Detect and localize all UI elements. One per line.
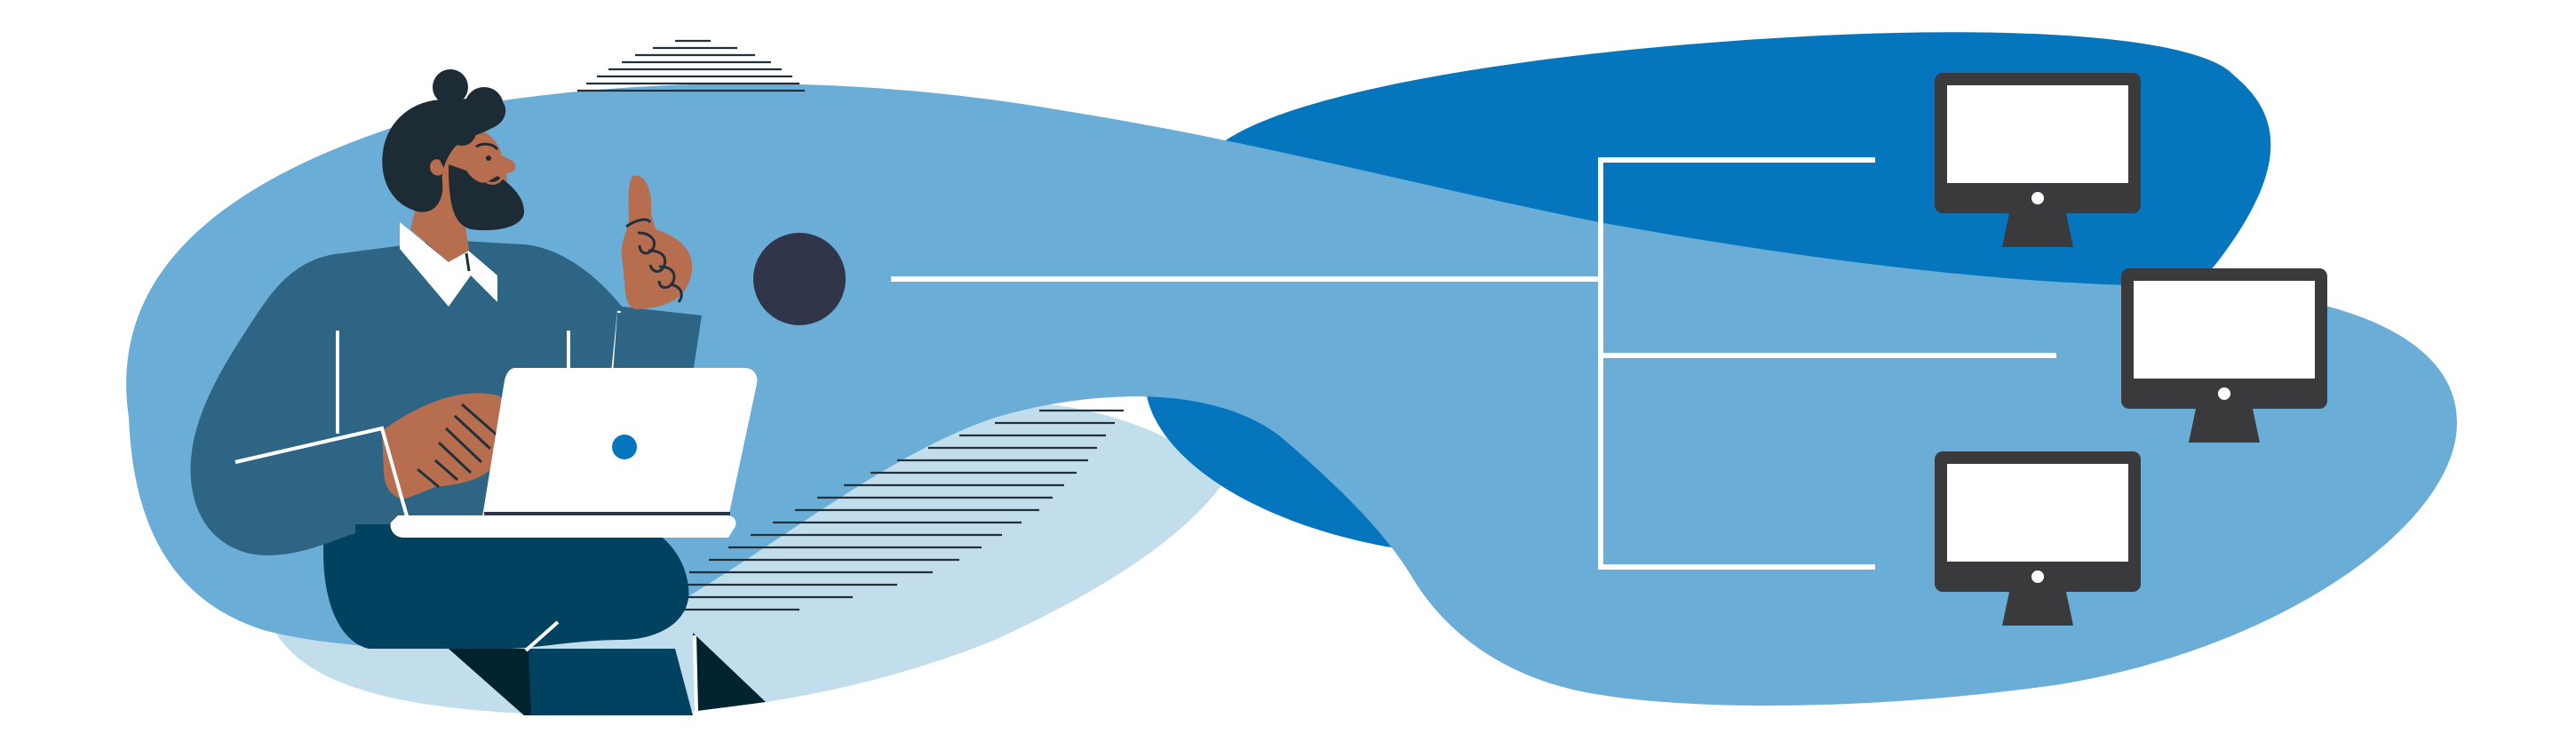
person-icon [190, 69, 766, 715]
hatch-top [577, 39, 805, 92]
desktop-monitor-icon [1935, 73, 2141, 247]
person-collar [400, 222, 497, 307]
laptop-logo-icon [612, 435, 637, 459]
person-shoe-right [693, 633, 766, 711]
desktop-monitor-icon [1935, 451, 2141, 626]
person-shoe [449, 649, 531, 715]
light-blob [126, 84, 2457, 706]
person-beard [449, 164, 524, 231]
laptop-icon [390, 368, 758, 538]
network-node-icon [753, 233, 846, 325]
desktop-monitor-icon [2121, 268, 2327, 443]
person-pants [323, 520, 689, 649]
network-connectors [891, 157, 2056, 570]
laptop-base [390, 515, 736, 538]
hatch-bottom [641, 409, 1124, 611]
